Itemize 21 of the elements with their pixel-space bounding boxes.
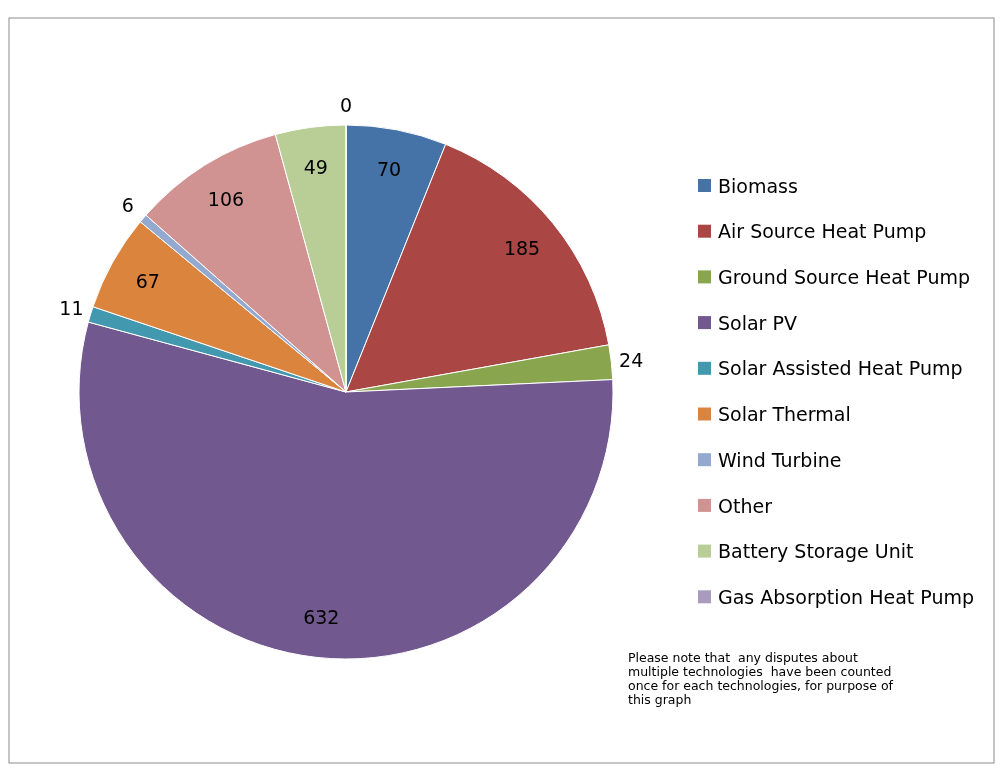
legend-label: Ground Source Heat Pump bbox=[718, 266, 971, 289]
data-label: 106 bbox=[207, 188, 245, 211]
data-label: 6 bbox=[121, 194, 134, 217]
legend-label: Wind Turbine bbox=[718, 448, 842, 471]
legend-label: Air Source Heat Pump bbox=[718, 220, 927, 243]
data-label: 24 bbox=[619, 348, 644, 371]
data-label: 632 bbox=[303, 606, 340, 629]
text: 0 bbox=[339, 93, 353, 116]
data-label: 49 bbox=[303, 155, 328, 178]
legend-label: Solar PV bbox=[718, 311, 797, 334]
data-label: 70 bbox=[377, 157, 402, 180]
legend-label: Solar Assisted Heat Pump bbox=[718, 357, 963, 380]
data-label: 67 bbox=[135, 270, 160, 293]
data-label: 185 bbox=[503, 237, 541, 260]
legend-label: Solar Thermal bbox=[718, 403, 851, 426]
data-label: 11 bbox=[59, 297, 84, 320]
legend-label: Gas Absorption Heat Pump bbox=[718, 585, 975, 608]
legend-label: Biomass bbox=[718, 174, 798, 197]
legend-label: Other bbox=[718, 494, 773, 517]
text: Please note that any disputes about multiple technologies have been counted once for each technologies, for purpose of this graph bbox=[628, 650, 894, 707]
legend-label: Battery Storage Unit bbox=[718, 540, 914, 563]
